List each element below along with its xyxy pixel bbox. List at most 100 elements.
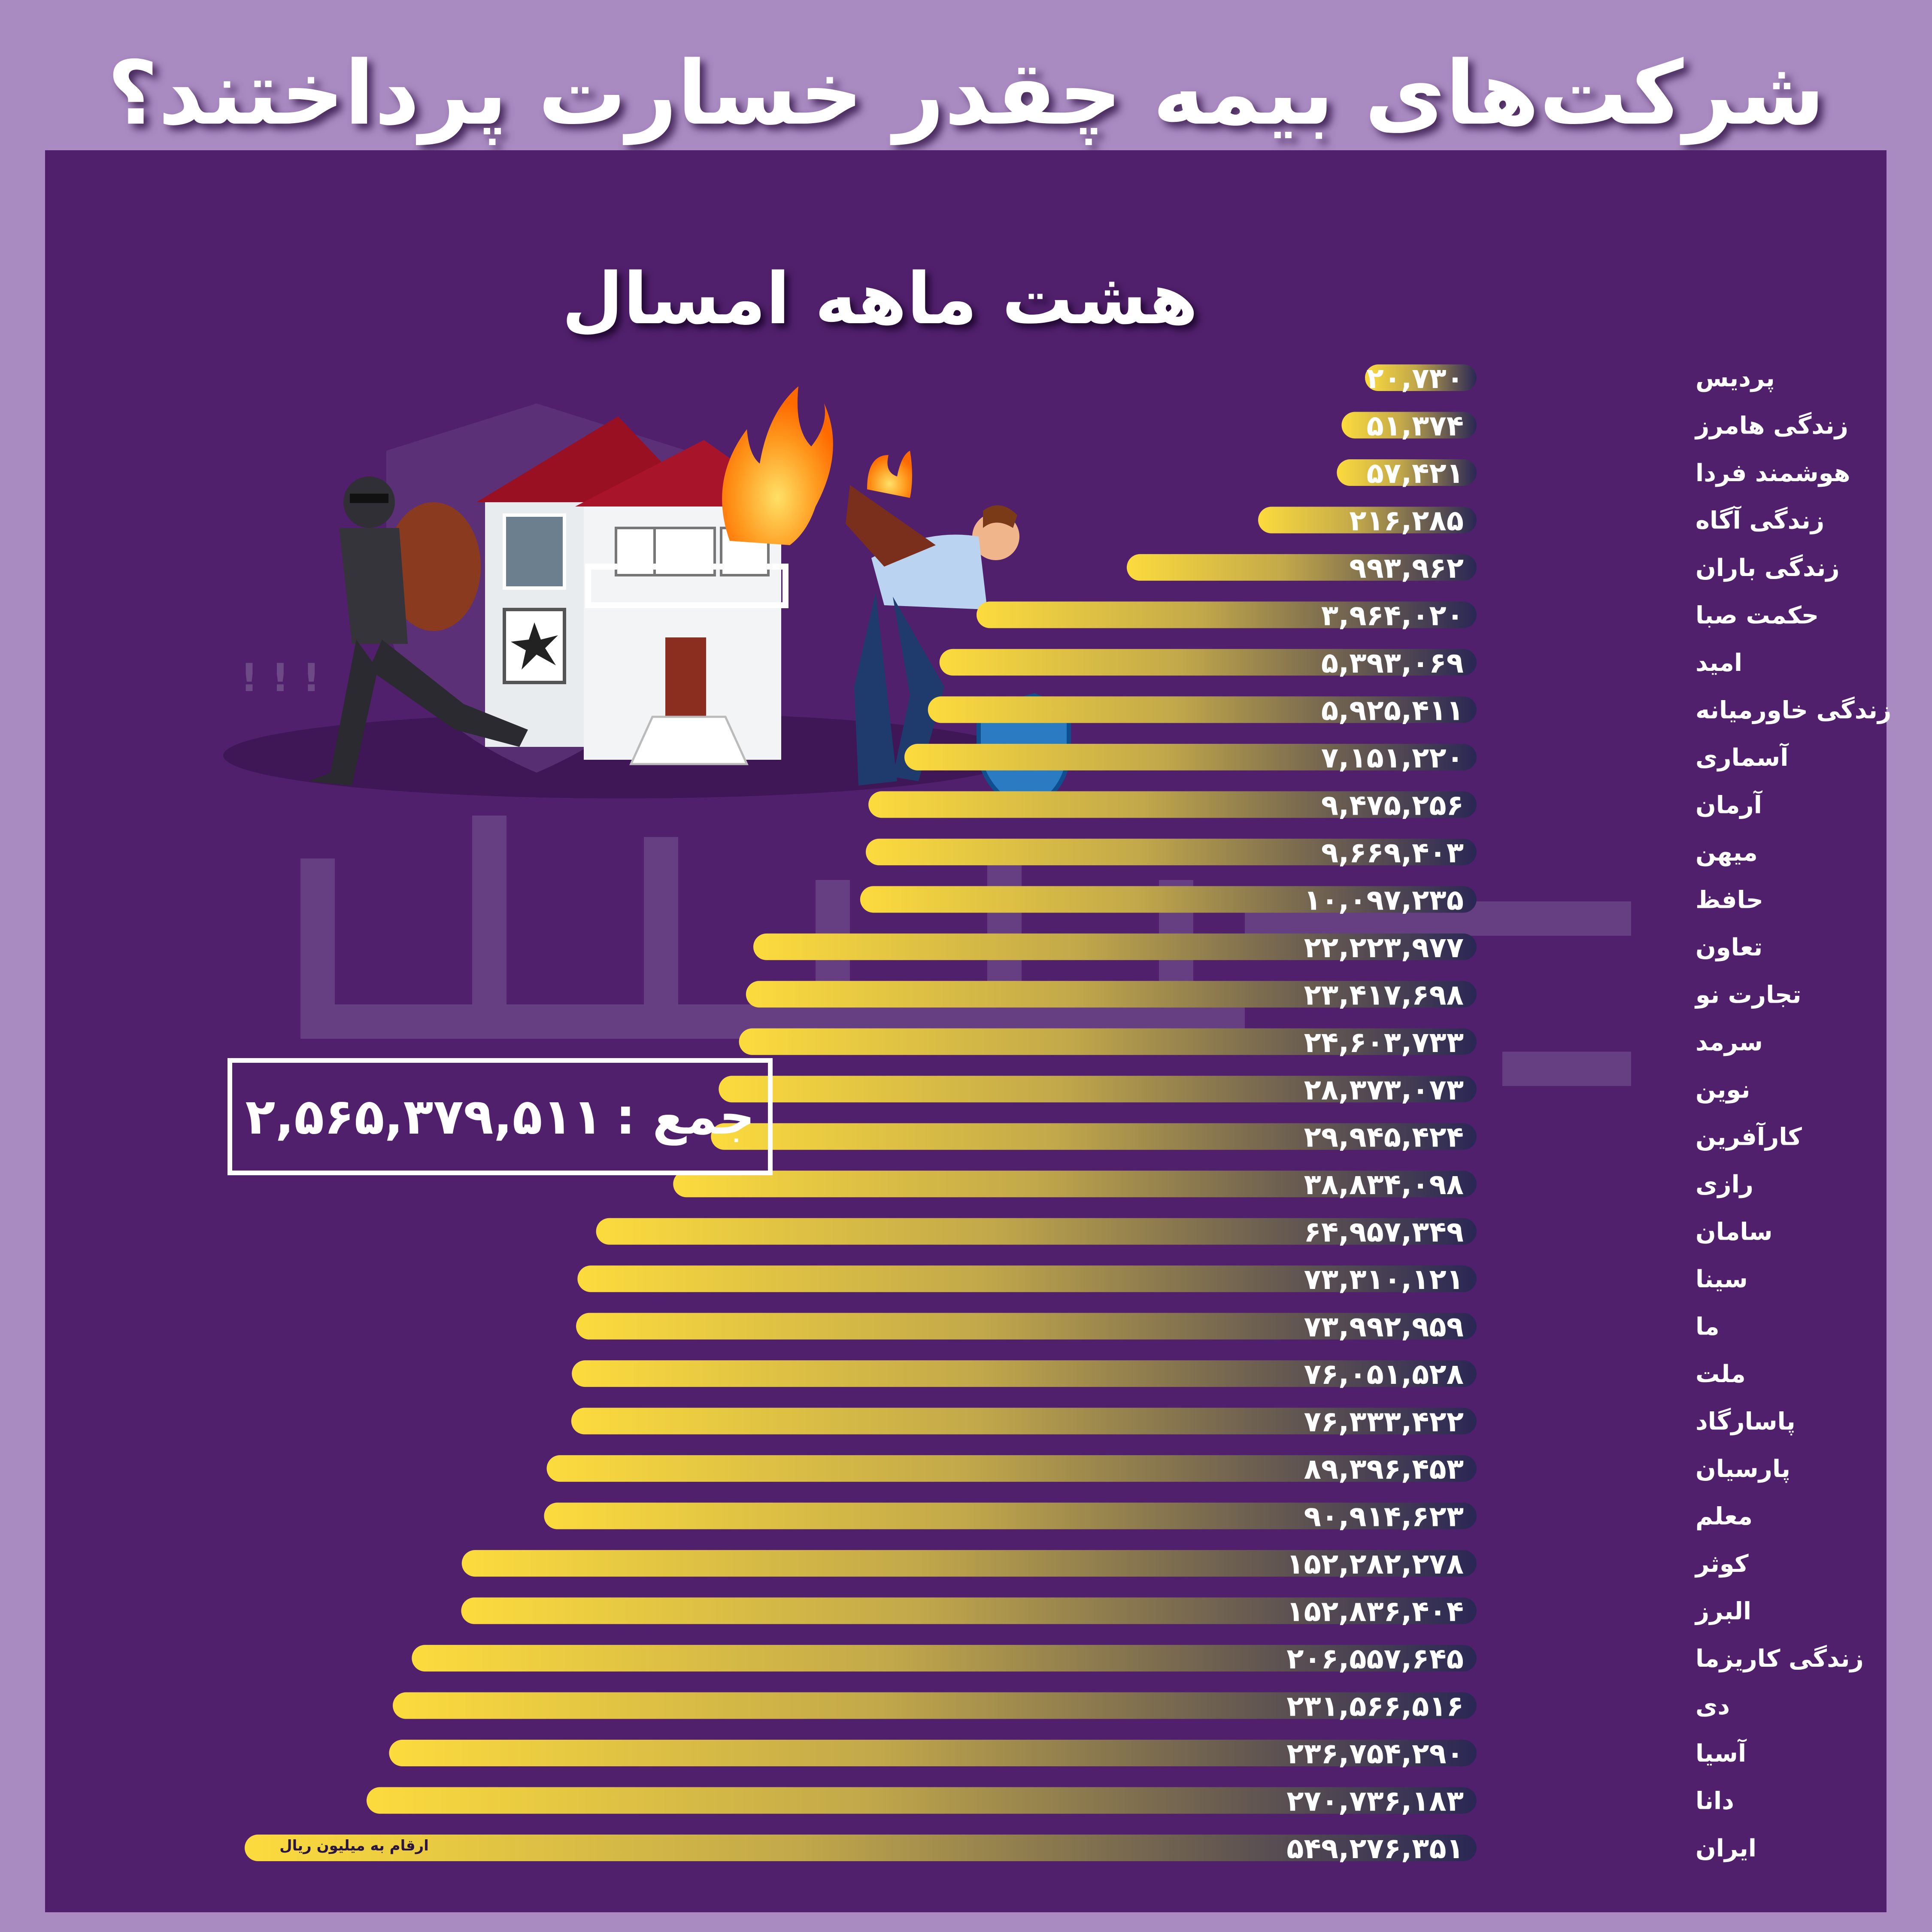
- category-label: ایران: [1695, 1835, 1756, 1862]
- category-label: حافظ: [1695, 886, 1763, 914]
- category-label: البرز: [1694, 1598, 1751, 1626]
- category-label: آسیا: [1695, 1738, 1747, 1768]
- category-label: پاسارگاد: [1695, 1408, 1796, 1436]
- fire-icon: [722, 386, 833, 545]
- category-label: کوثر: [1694, 1550, 1749, 1578]
- bar-value-label: ۲۳۱,۵۶۶,۵۱۶: [1286, 1690, 1464, 1723]
- category-label: ما: [1695, 1313, 1720, 1341]
- bar-value-label: ۹,۶۶۹,۴۰۳: [1321, 836, 1464, 869]
- bar: [1337, 459, 1477, 486]
- category-label: هوشمند فردا: [1695, 459, 1850, 487]
- broken-glass-icon: [511, 622, 558, 670]
- category-label: تجارت نو: [1694, 981, 1802, 1009]
- bar: [546, 1455, 1477, 1482]
- category-label: زندگی خاورمیانه: [1695, 696, 1891, 724]
- category-label: زندگی باران: [1695, 554, 1840, 582]
- category-label: سینا: [1695, 1265, 1748, 1293]
- bar: [939, 649, 1477, 676]
- bar: [366, 1787, 1477, 1814]
- bar: [1341, 412, 1477, 439]
- svg-text:! ! !: ! ! !: [240, 655, 320, 701]
- category-label: ملت: [1695, 1360, 1746, 1388]
- category-label: سرمد: [1695, 1028, 1763, 1056]
- bar-value-label: ۳۸,۸۳۴,۰۹۸: [1304, 1168, 1464, 1201]
- category-label: تعاون: [1695, 934, 1762, 961]
- bar: [868, 791, 1477, 818]
- category-label: حکمت صبا: [1695, 601, 1819, 629]
- chart-subtitle: هشت ماهه امسال: [561, 258, 1198, 340]
- category-label: سامان: [1695, 1218, 1773, 1246]
- category-label: پارسیان: [1695, 1455, 1790, 1483]
- bar: [977, 601, 1477, 628]
- bar: [571, 1407, 1477, 1435]
- unit-note: ارقام به میلیون ریال: [279, 1837, 429, 1854]
- category-label: آرمان: [1695, 790, 1763, 819]
- bar: [1258, 507, 1477, 534]
- total-box: جمع : ۲,۵۶۵,۳۷۹,۵۱۱: [227, 1058, 773, 1175]
- category-label: معلم: [1695, 1503, 1753, 1531]
- category-label: زندگی هامرز: [1694, 412, 1848, 440]
- bar-value-label: ۲۴,۶۰۳,۷۳۳: [1304, 1026, 1464, 1059]
- bar-value-label: ۲۳,۴۱۷,۶۹۸: [1304, 978, 1464, 1011]
- bar: [412, 1645, 1477, 1672]
- bar: [577, 1265, 1477, 1292]
- category-label: زندگی کاریزما: [1695, 1645, 1864, 1673]
- bar: [576, 1313, 1477, 1340]
- bar: [719, 1076, 1477, 1103]
- bar-value-label: ۲۱۶,۲۸۵: [1349, 504, 1464, 537]
- house-illustration: [476, 416, 798, 765]
- bar: [739, 1028, 1477, 1055]
- category-label: دی: [1695, 1692, 1730, 1720]
- bar-value-label: ۷۳,۹۹۲,۹۵۹: [1304, 1310, 1464, 1344]
- bar: [860, 886, 1477, 913]
- bar-value-label: ۵۱,۳۷۴: [1367, 409, 1464, 442]
- category-label: پردیس: [1695, 364, 1775, 392]
- thief-illustration: ! ! !: [240, 476, 528, 786]
- bar-value-label: ۲۲,۲۲۳,۹۷۷: [1304, 931, 1464, 964]
- bar: [389, 1740, 1477, 1767]
- bar-value-label: ۳,۹۶۴,۰۲۰: [1321, 599, 1464, 632]
- bar-value-label: ۵,۹۲۵,۴۱۱: [1321, 694, 1464, 727]
- bar-value-label: ۲۸,۳۷۳,۰۷۳: [1304, 1073, 1464, 1106]
- bar: [393, 1692, 1477, 1719]
- main-title: شرکت‌های بیمه چقدر خسارت پرداختند؟: [107, 42, 1825, 145]
- category-label: امید: [1695, 649, 1742, 677]
- bar: [904, 743, 1477, 770]
- total-label: جمع :: [616, 1088, 755, 1146]
- bar: [928, 696, 1477, 723]
- bar-value-label: ۱۰,۰۹۷,۲۳۵: [1304, 883, 1464, 916]
- bar-value-label: ۲۷۰,۷۳۶,۱۸۳: [1286, 1785, 1464, 1818]
- bar-value-label: ۲۰,۷۳۰: [1367, 362, 1464, 395]
- category-label: میهن: [1695, 839, 1758, 867]
- bar: [673, 1171, 1477, 1198]
- category-label: نوین: [1695, 1076, 1750, 1104]
- bar-value-label: ۷۶,۰۵۱,۵۲۸: [1304, 1358, 1464, 1391]
- bar-value-label: ۹۹۳,۹۶۲: [1349, 552, 1464, 585]
- bar: [544, 1502, 1477, 1529]
- category-label: آسماری: [1695, 743, 1789, 772]
- bar: [1365, 364, 1477, 391]
- bar-value-label: ۹۰,۹۱۴,۶۲۳: [1304, 1500, 1464, 1533]
- bar-value-label: ۱۵۲,۸۳۶,۴۰۴: [1286, 1595, 1464, 1628]
- bar-value-label: ۵۴۹,۲۷۶,۳۵۱: [1286, 1832, 1464, 1865]
- total-value: ۲,۵۶۵,۳۷۹,۵۱۱: [245, 1088, 603, 1146]
- bar-value-label: ۸۹,۳۹۶,۴۵۳: [1304, 1453, 1464, 1486]
- bar-value-label: ۲۹,۹۴۵,۴۲۴: [1304, 1121, 1464, 1154]
- bar-value-label: ۷۳,۳۱۰,۱۲۱: [1304, 1263, 1464, 1296]
- bar: [245, 1835, 1477, 1861]
- bar-value-label: ۵۷,۴۲۱: [1367, 457, 1464, 490]
- bar-value-label: ۲۳۶,۷۵۴,۲۹۰: [1286, 1737, 1464, 1770]
- bar-value-label: ۹,۴۷۵,۲۵۶: [1321, 789, 1464, 822]
- bar-value-label: ۷,۱۵۱,۲۲۰: [1321, 741, 1464, 774]
- bar-value-label: ۶۴,۹۵۷,۳۴۹: [1304, 1216, 1464, 1249]
- bar: [753, 933, 1477, 960]
- bar-value-label: ۵,۳۹۳,۰۶۹: [1321, 646, 1464, 679]
- bar-value-label: ۷۶,۳۳۳,۴۲۲: [1304, 1405, 1464, 1438]
- bar: [711, 1123, 1477, 1150]
- category-label: کارآفرین: [1695, 1122, 1802, 1151]
- bar-value-label: ۱۵۲,۲۸۲,۲۷۸: [1286, 1547, 1464, 1580]
- bar: [572, 1360, 1477, 1387]
- category-label: دانا: [1695, 1787, 1734, 1815]
- bar: [866, 838, 1477, 865]
